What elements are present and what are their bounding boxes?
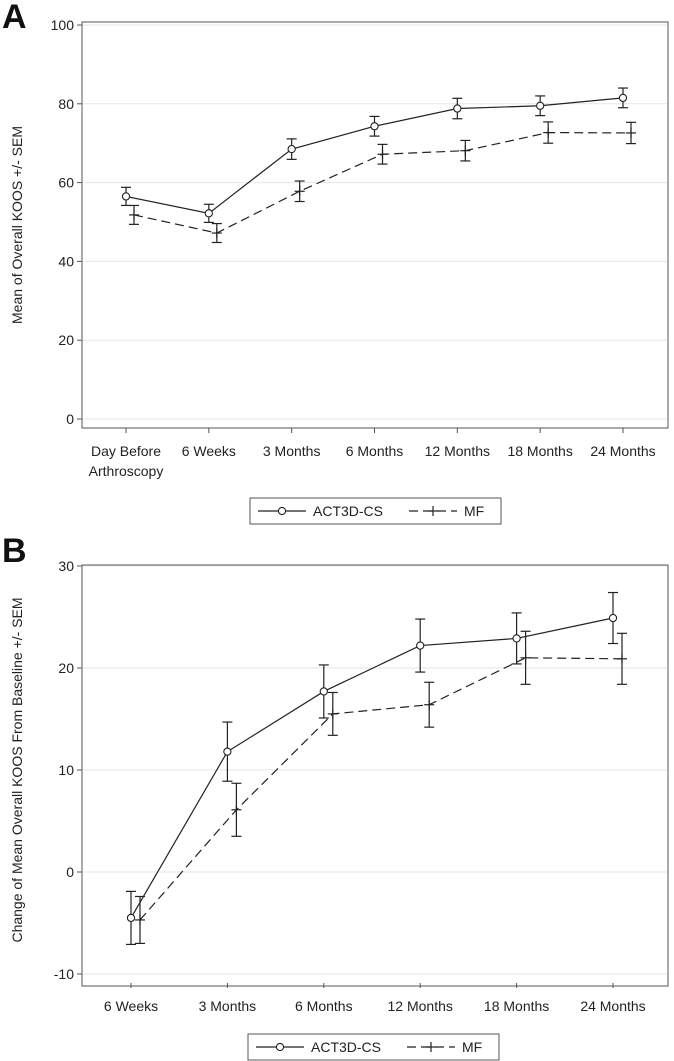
panel-b-act3d-cs-point-5 <box>608 613 618 623</box>
panel-a-x-tick-label-4: 12 Months <box>425 443 490 459</box>
panel-a-act3d-cs-point-4 <box>453 104 462 113</box>
legend-a-mf-label: MF <box>464 503 484 519</box>
panel-b-letter: B <box>2 532 27 570</box>
panel-b-x-tick-label-4: 18 Months <box>484 998 549 1014</box>
panel-a-y-tick-label-60: 60 <box>58 175 74 191</box>
panel-a-y-axis-title: Mean of Overall KOOS +/- SEM <box>9 126 25 324</box>
panel-a-x-tick-label-2: 3 Months <box>263 443 321 459</box>
panel-b-legend: ACT3D-CS MF <box>247 1033 500 1061</box>
panel-b-y-tick-label-30: 30 <box>58 558 74 574</box>
panel-b-x-tick-label-5: 24 Months <box>580 998 645 1014</box>
panel-b-x-tick-label-1: 3 Months <box>199 998 257 1014</box>
legend-b-mf-label: MF <box>462 1039 482 1055</box>
panel-a-act3d-cs-point-5 <box>536 101 545 110</box>
legend-b-act3d-marker <box>275 1042 285 1052</box>
panel-b-y-tick-label-20: 20 <box>58 660 74 676</box>
panel-b-plot-frame <box>81 564 669 987</box>
panel-a-y-tick-label-40: 40 <box>58 253 74 269</box>
panel-b-x-tick-label-0: 6 Weeks <box>104 998 158 1014</box>
panel-b-act3d-cs-point-0 <box>126 913 136 923</box>
panel-a-x-tick-label-1: 6 Weeks <box>182 443 236 459</box>
panel-a-plot-frame <box>81 21 669 429</box>
panel-b-act3d-cs-point-4 <box>512 634 521 643</box>
panel-b-y-tick-label-10: 10 <box>58 762 74 778</box>
panel-a-letter: A <box>2 0 27 36</box>
panel-a-act3d-cs-line <box>125 97 624 214</box>
panel-b-mf-line <box>139 657 623 921</box>
legend-b-act3d-label: ACT3D-CS <box>311 1039 381 1055</box>
panel-b-x-tick-label-3: 12 Months <box>388 998 453 1014</box>
panel-a-x-tick-label-5: 18 Months <box>507 443 572 459</box>
panel-a: A 0 20 40 60 80 100 Day Before Arthroscopy 6 We… <box>2 0 669 525</box>
panel-b-y-axis-title: Change of Mean Overall KOOS From Baselin… <box>9 597 25 942</box>
legend-a-act3d-label: ACT3D-CS <box>313 503 383 519</box>
panel-a-x-tick-label-0-line1: Arthroscopy <box>89 463 164 479</box>
panel-b-x-tick-label-2: 6 Months <box>295 998 353 1014</box>
panel-a-act3d-cs-point-1 <box>204 209 213 218</box>
panel-a-y-tick-label-20: 20 <box>58 332 74 348</box>
panel-b-y-tick-label-0: 0 <box>66 864 74 880</box>
panel-b-act3d-cs-line <box>130 617 614 919</box>
panel-a-x-tick-label-0: Day Before <box>91 443 161 459</box>
panel-a-legend: ACT3D-CS MF <box>249 497 502 525</box>
panel-b-act3d-cs-point-3 <box>416 641 425 650</box>
panel-b: B -10 0 10 20 30 6 Weeks 3 Months 6 Months 12 M… <box>2 532 669 1061</box>
panel-b-y-tick-label--10: -10 <box>54 966 74 982</box>
panel-a-act3d-cs-point-3 <box>370 122 379 131</box>
panel-a-x-tick-label-6: 24 Months <box>590 443 655 459</box>
panel-b-act3d-cs-point-2 <box>319 687 328 696</box>
panel-a-act3d-cs-point-2 <box>287 144 296 154</box>
panel-a-act3d-cs-point-0 <box>121 192 131 201</box>
panel-a-x-tick-label-3: 6 Months <box>346 443 404 459</box>
panel-a-y-tick-label-80: 80 <box>58 96 74 112</box>
panel-a-y-tick-label-0: 0 <box>66 411 74 427</box>
panel-a-act3d-cs-point-6 <box>618 93 628 103</box>
legend-a-act3d-marker <box>277 506 287 516</box>
panel-a-y-tick-label-100: 100 <box>51 17 75 33</box>
panel-b-act3d-cs-point-1 <box>223 747 232 756</box>
